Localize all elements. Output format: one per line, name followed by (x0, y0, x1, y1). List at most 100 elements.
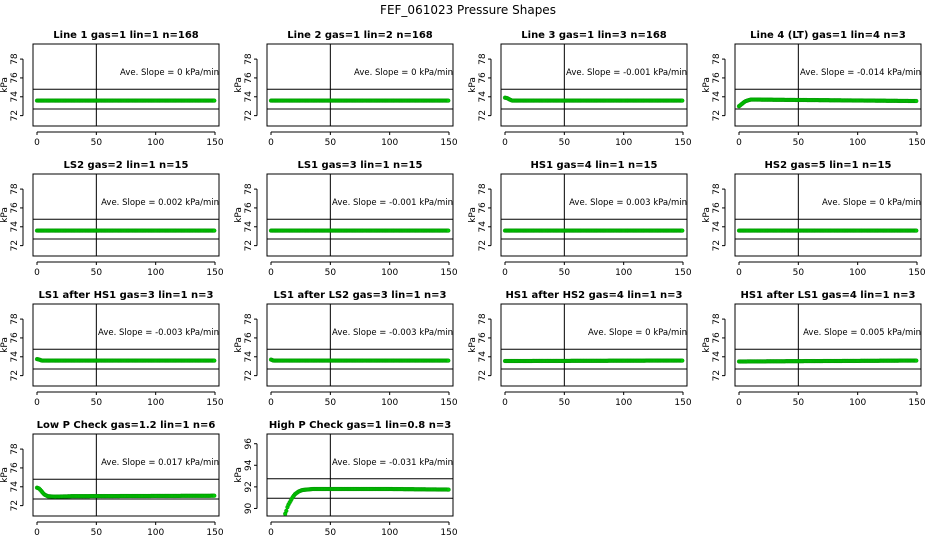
y-tick-label: 76 (712, 202, 722, 214)
slope-annotation: Ave. Slope = -0.003 kPa/min (98, 328, 219, 338)
data-point (914, 98, 919, 104)
plot-frame (500, 43, 688, 127)
x-tick-label: 150 (674, 268, 691, 278)
y-axis: 72 74 76 78 kPa (0, 183, 24, 251)
y-tick-label: 76 (10, 462, 20, 474)
y-axis-label: kPa (702, 77, 712, 93)
y-tick-label: 78 (244, 53, 254, 65)
plot-frame (266, 303, 454, 387)
data-series (502, 228, 685, 233)
y-axis-label: kPa (0, 467, 10, 483)
data-series (34, 357, 217, 363)
chart-title: HS1 after HS2 gas=4 lin=1 n=3 (505, 290, 682, 301)
chart-title: LS2 gas=2 lin=1 n=15 (64, 160, 189, 171)
y-tick-label: 78 (478, 53, 488, 65)
data-point (212, 228, 217, 233)
y-tick-label: 72 (10, 240, 20, 251)
chart-title: HS1 after LS1 gas=4 lin=1 n=3 (740, 290, 915, 301)
data-point (914, 358, 919, 363)
y-tick-label: 72 (10, 110, 20, 121)
x-tick-label: 50 (793, 138, 805, 148)
x-tick-label: 100 (147, 398, 164, 408)
data-series (268, 98, 451, 103)
data-point (212, 98, 217, 103)
data-series (736, 97, 919, 109)
y-tick-label: 74 (478, 351, 488, 363)
data-point (446, 487, 451, 492)
data-series (736, 358, 919, 364)
x-axis: 0 50 100 150 (34, 391, 224, 408)
y-tick-label: 72 (478, 240, 488, 251)
y-tick-label: 74 (10, 91, 20, 103)
y-tick-label: 74 (244, 221, 254, 233)
x-tick-label: 150 (440, 268, 457, 278)
y-tick-label: 76 (10, 72, 20, 84)
y-tick-label: 76 (244, 332, 254, 344)
slope-annotation: Ave. Slope = 0 kPa/min (822, 198, 921, 208)
y-axis: 72 74 76 78 kPa (234, 313, 258, 381)
x-tick-label: 0 (268, 398, 274, 408)
x-tick-label: 100 (849, 268, 866, 278)
x-axis: 0 50 100 150 (502, 391, 692, 408)
x-tick-label: 150 (674, 398, 691, 408)
x-tick-label: 0 (34, 268, 40, 278)
data-point (680, 358, 685, 363)
y-tick-label: 78 (10, 443, 20, 455)
y-tick-label: 72 (244, 240, 254, 251)
y-tick-label: 76 (10, 202, 20, 214)
x-axis: 0 50 100 150 (268, 261, 458, 278)
data-point (212, 358, 217, 363)
slope-annotation: Ave. Slope = 0 kPa/min (588, 328, 687, 338)
y-axis-label: kPa (234, 467, 244, 483)
chart-panel-11: HS1 after HS2 gas=4 lin=1 n=3 Ave. Slope … (468, 290, 692, 408)
y-tick-label: 76 (244, 72, 254, 84)
chart-panel-12: HS1 after LS1 gas=4 lin=1 n=3 Ave. Slope … (702, 290, 926, 408)
plot-frame (266, 433, 454, 517)
plot-frame (266, 43, 454, 127)
x-tick-label: 50 (559, 138, 571, 148)
x-axis: 0 50 100 150 (736, 131, 926, 148)
y-axis: 72 74 76 78 kPa (702, 183, 726, 251)
y-axis: 72 74 76 78 kPa (702, 313, 726, 381)
y-tick-label: 74 (244, 351, 254, 363)
chart-title: High P Check gas=1 lin=0.8 n=3 (269, 420, 451, 431)
y-axis: 72 74 76 78 kPa (0, 443, 24, 511)
chart-panel-3: Line 3 gas=1 lin=3 n=168 Ave. Slope = -0.… (468, 30, 692, 148)
y-tick-label: 74 (478, 91, 488, 103)
plot-frame (32, 173, 220, 257)
y-axis: 72 74 76 78 kPa (234, 183, 258, 251)
y-tick-label: 78 (10, 313, 20, 325)
y-axis-label: kPa (234, 337, 244, 353)
x-axis: 0 50 100 150 (268, 131, 458, 148)
x-tick-label: 150 (440, 138, 457, 148)
chart-title: HS2 gas=5 lin=1 n=15 (765, 160, 892, 171)
plot-frame (32, 433, 220, 517)
y-tick-label: 78 (10, 53, 20, 65)
data-series (502, 358, 685, 364)
data-series (502, 95, 685, 103)
chart-title: LS1 gas=3 lin=1 n=15 (298, 160, 423, 171)
y-tick-label: 74 (478, 221, 488, 233)
x-tick-label: 0 (34, 138, 40, 148)
slope-annotation: Ave. Slope = 0 kPa/min (120, 68, 219, 78)
y-tick-label: 78 (10, 183, 20, 195)
slope-annotation: Ave. Slope = -0.014 kPa/min (800, 68, 921, 78)
data-series (283, 486, 451, 516)
data-series (736, 228, 919, 233)
chart-panel-1: Line 1 gas=1 lin=1 n=168 Ave. Slope = 0 k… (0, 30, 224, 148)
y-axis-label: kPa (702, 337, 712, 353)
y-tick-label: 78 (712, 313, 722, 325)
x-axis: 0 50 100 150 (268, 391, 458, 408)
x-tick-label: 150 (206, 138, 223, 148)
y-tick-label: 78 (712, 53, 722, 65)
x-tick-label: 0 (268, 138, 274, 148)
y-tick-label: 74 (244, 91, 254, 103)
x-tick-label: 100 (381, 528, 398, 538)
x-tick-label: 150 (674, 138, 691, 148)
data-series (34, 98, 217, 103)
plot-frame (734, 303, 922, 387)
y-axis-label: kPa (468, 337, 478, 353)
plot-frame (32, 43, 220, 127)
data-point (680, 228, 685, 233)
